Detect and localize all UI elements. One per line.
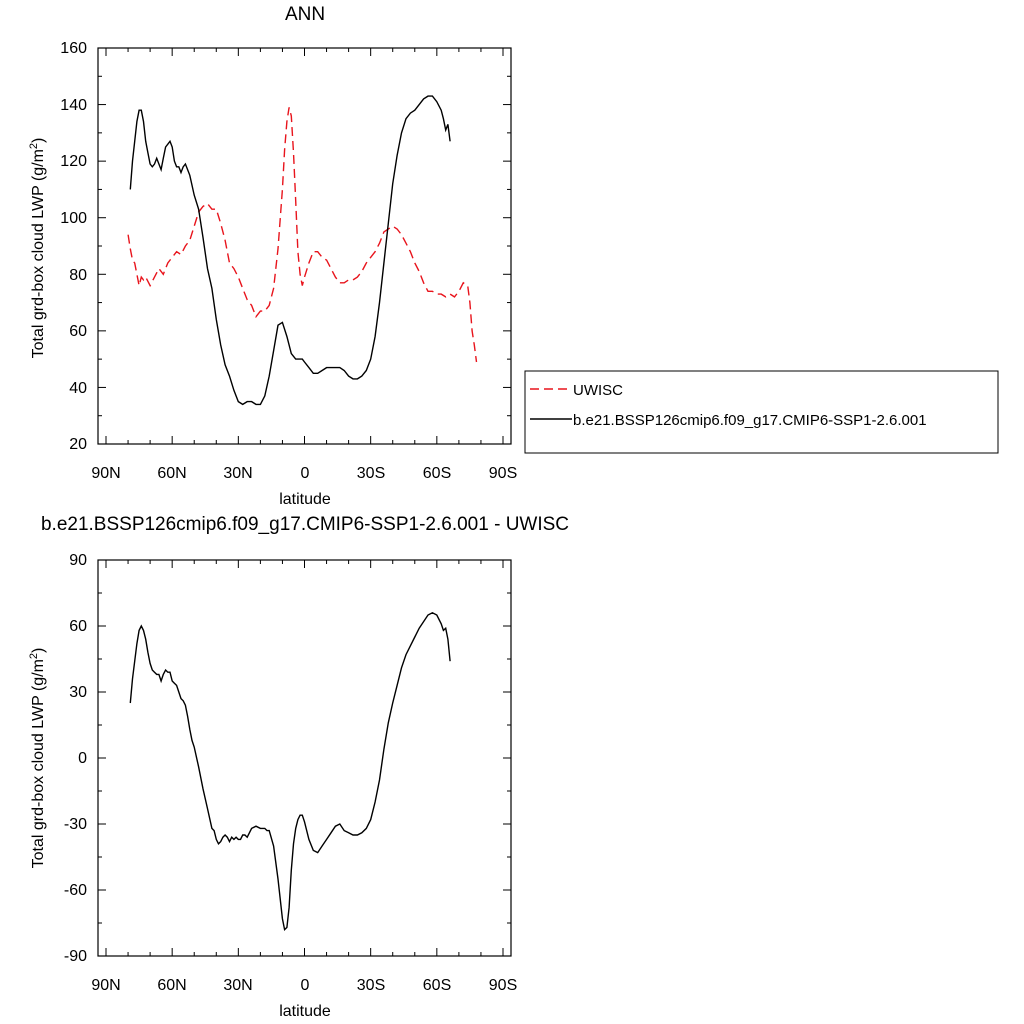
x-tick-label: 30S xyxy=(357,465,385,482)
chart-top-plot-frame xyxy=(97,47,512,445)
chart-bottom-x-axis-title: latitude xyxy=(279,1003,331,1020)
y-tick-label: 120 xyxy=(60,153,87,170)
x-tick-label: 0 xyxy=(301,977,310,994)
chart-bottom-x-tick-labels: 90N 60N 30N 0 30S 60S 90S xyxy=(91,977,517,994)
chart-top-x-axis-title: latitude xyxy=(279,491,331,508)
x-tick-label: 60S xyxy=(423,465,451,482)
y-tick-label: 60 xyxy=(69,323,87,340)
y-tick-label: 30 xyxy=(69,684,87,701)
x-tick-label: 0 xyxy=(301,465,310,482)
chart-top-x-tick-labels: 90N 60N 30N 0 30S 60S 90S xyxy=(91,465,517,482)
y-tick-label: 90 xyxy=(69,552,87,569)
chart-top-title: ANN xyxy=(285,4,325,25)
legend-label-uwisc: UWISC xyxy=(573,382,623,399)
y-tick-label: 20 xyxy=(69,436,87,453)
x-tick-label: 90N xyxy=(91,465,120,482)
chart-bottom-title: b.e21.BSSP126cmip6.f09_g17.CMIP6-SSP1-2.… xyxy=(41,514,569,535)
y-tick-label: 60 xyxy=(69,618,87,635)
x-tick-label: 30N xyxy=(223,465,252,482)
y-tick-label: 140 xyxy=(60,97,87,114)
chart-bottom: b.e21.BSSP126cmip6.f09_g17.CMIP6-SSP1-2.… xyxy=(28,514,569,1020)
x-tick-label: 60S xyxy=(423,977,451,994)
chart-top-series xyxy=(127,95,478,406)
chart-top-legend: UWISC b.e21.BSSP126cmip6.f09_g17.CMIP6-S… xyxy=(524,370,999,454)
chart-bottom-plot-frame xyxy=(97,559,512,957)
model-line xyxy=(129,95,451,406)
x-tick-label: 90S xyxy=(489,977,517,994)
y-tick-label: 160 xyxy=(60,40,87,57)
difference-line xyxy=(129,612,451,931)
x-tick-label: 60N xyxy=(157,977,186,994)
chart-bottom-ticks xyxy=(98,559,511,957)
chart-top-y-axis-title: Total grd-box cloud LWP (g/m2) xyxy=(28,138,47,359)
x-tick-label: 30N xyxy=(223,977,252,994)
chart-top: ANN 90N 60N 30N 0 30S 60S 90S 20 40 60 8… xyxy=(28,4,999,508)
x-tick-label: 90N xyxy=(91,977,120,994)
chart-bottom-series xyxy=(129,612,451,931)
chart-top-y-tick-labels: 20 40 60 80 100 120 140 160 xyxy=(60,40,87,453)
y-tick-label: -90 xyxy=(64,948,87,965)
x-tick-label: 90S xyxy=(489,465,517,482)
y-tick-label: -60 xyxy=(64,882,87,899)
uwisc-line xyxy=(127,107,478,363)
y-tick-label: 40 xyxy=(69,380,87,397)
x-tick-label: 30S xyxy=(357,977,385,994)
y-tick-label: 80 xyxy=(69,267,87,284)
y-tick-label: 0 xyxy=(78,750,87,767)
chart-bottom-y-axis-title: Total grd-box cloud LWP (g/m2) xyxy=(28,648,47,869)
legend-label-model: b.e21.BSSP126cmip6.f09_g17.CMIP6-SSP1-2.… xyxy=(573,412,927,429)
legend-box xyxy=(524,370,999,454)
chart-top-ticks xyxy=(98,47,511,445)
y-tick-label: -30 xyxy=(64,816,87,833)
y-tick-label: 100 xyxy=(60,210,87,227)
chart-bottom-y-tick-labels: -90 -60 -30 0 30 60 90 xyxy=(64,552,87,965)
x-tick-label: 60N xyxy=(157,465,186,482)
